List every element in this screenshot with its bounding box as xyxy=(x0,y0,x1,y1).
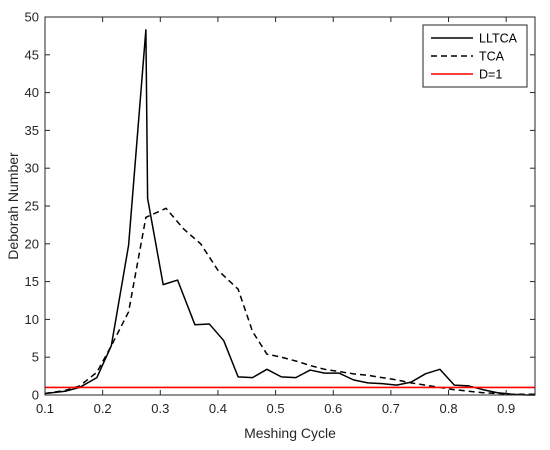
y-tick-label: 40 xyxy=(25,85,39,100)
y-tick-label: 5 xyxy=(32,350,39,365)
x-tick-label: 0.3 xyxy=(151,401,169,416)
y-tick-label: 30 xyxy=(25,161,39,176)
x-tick-label: 0.5 xyxy=(267,401,285,416)
x-axis-label: Meshing Cycle xyxy=(244,425,336,441)
y-axis-label: Deborah Number xyxy=(5,152,21,260)
y-tick-label: 25 xyxy=(25,199,39,214)
y-tick-label: 35 xyxy=(25,123,39,138)
legend-label: LLTCA xyxy=(479,32,518,46)
legend-box xyxy=(422,24,528,88)
x-tick-label: 0.8 xyxy=(439,401,457,416)
y-tick-label: 15 xyxy=(25,274,39,289)
legend-label: TCA xyxy=(479,50,505,64)
series-layer xyxy=(44,29,535,396)
y-tick-label: 0 xyxy=(32,388,39,403)
legend: LLTCA TCA D=1 xyxy=(422,24,528,88)
y-tick-label: 20 xyxy=(25,236,39,251)
x-tick-label: 0.6 xyxy=(324,401,342,416)
y-tick-label: 50 xyxy=(25,10,39,25)
x-tick-label: 0.4 xyxy=(209,401,227,416)
x-tick-label: 0.9 xyxy=(497,401,515,416)
x-tick-label: 0.1 xyxy=(36,401,54,416)
ticks-layer: 0.1 0.2 0.3 0.4 0.5 0.6 0.7 0.8 0.9 0 5 10 15 20 25 30 3… xyxy=(25,10,535,416)
x-tick-label: 0.2 xyxy=(94,401,112,416)
series-line-tca xyxy=(44,207,535,395)
legend-label: D=1 xyxy=(479,68,502,82)
y-tick-label: 10 xyxy=(25,312,39,327)
y-tick-label: 45 xyxy=(25,47,39,62)
series-line-lltca xyxy=(44,29,535,396)
x-tick-label: 0.7 xyxy=(382,401,400,416)
